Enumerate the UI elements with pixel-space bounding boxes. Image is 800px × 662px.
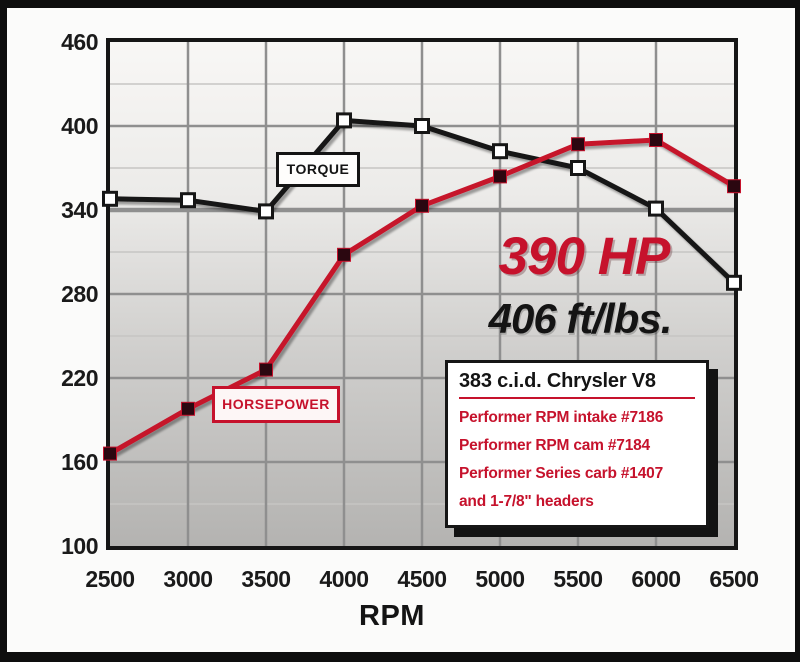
- torque-marker: [180, 192, 196, 209]
- horsepower-marker: [727, 179, 741, 194]
- horsepower-marker: [259, 362, 273, 377]
- x-axis-title: RPM: [359, 600, 425, 632]
- x-tick-label: 6000: [631, 566, 681, 592]
- x-tick-label: 6500: [709, 566, 759, 592]
- x-tick-label: 3000: [163, 566, 213, 592]
- horsepower-marker: [649, 133, 663, 147]
- y-tick-label: 220: [61, 365, 98, 391]
- torque-marker: [258, 203, 274, 220]
- torque-marker: [570, 160, 586, 176]
- plot-area: [102, 38, 742, 550]
- torque-marker: [414, 118, 430, 134]
- engine-spec-box: 383 c.i.d. Chrysler V8 Performer RPM int…: [445, 360, 709, 528]
- torque-series-label: TORQUE: [276, 152, 360, 187]
- x-tick-label: 4000: [319, 566, 369, 592]
- x-tick-label: 5000: [475, 566, 525, 592]
- peak-torque-callout: 406 ft/lbs.: [488, 295, 673, 342]
- horsepower-marker: [103, 446, 117, 461]
- y-tick-label: 400: [61, 113, 98, 139]
- spec-line: Performer RPM intake #7186: [459, 409, 664, 426]
- torque-marker: [726, 274, 742, 291]
- peak-horsepower-callout: 390 HP: [498, 227, 671, 286]
- y-tick-label: 340: [61, 197, 98, 223]
- torque-marker: [492, 143, 508, 160]
- x-tick-label: 5500: [553, 566, 603, 592]
- torque-marker: [336, 112, 352, 129]
- x-tick-label: 4500: [397, 566, 447, 592]
- x-tick-label: 3500: [241, 566, 291, 592]
- torque-marker: [648, 200, 664, 217]
- horsepower-marker: [415, 198, 429, 213]
- y-tick-label: 160: [61, 449, 98, 475]
- horsepower-marker: [493, 169, 507, 184]
- horsepower-marker: [181, 401, 195, 416]
- data-point-markers: [102, 112, 742, 461]
- horsepower-marker: [571, 137, 585, 152]
- spec-line: Performer RPM cam #7184: [459, 437, 650, 454]
- torque-marker: [102, 190, 118, 207]
- y-tick-label: 280: [61, 281, 98, 307]
- engine-title: 383 c.i.d. Chrysler V8: [459, 370, 695, 399]
- spec-line: Performer Series carb #1407: [459, 465, 663, 482]
- spec-line: and 1-7/8" headers: [459, 493, 594, 510]
- y-tick-label: 460: [61, 29, 98, 55]
- horsepower-marker: [337, 247, 351, 262]
- x-tick-label: 2500: [85, 566, 135, 592]
- y-tick-label: 100: [61, 533, 98, 559]
- engine-spec-lines: Performer RPM intake #7186 Performer RPM …: [459, 404, 695, 516]
- horsepower-series-label: HORSEPOWER: [212, 386, 340, 423]
